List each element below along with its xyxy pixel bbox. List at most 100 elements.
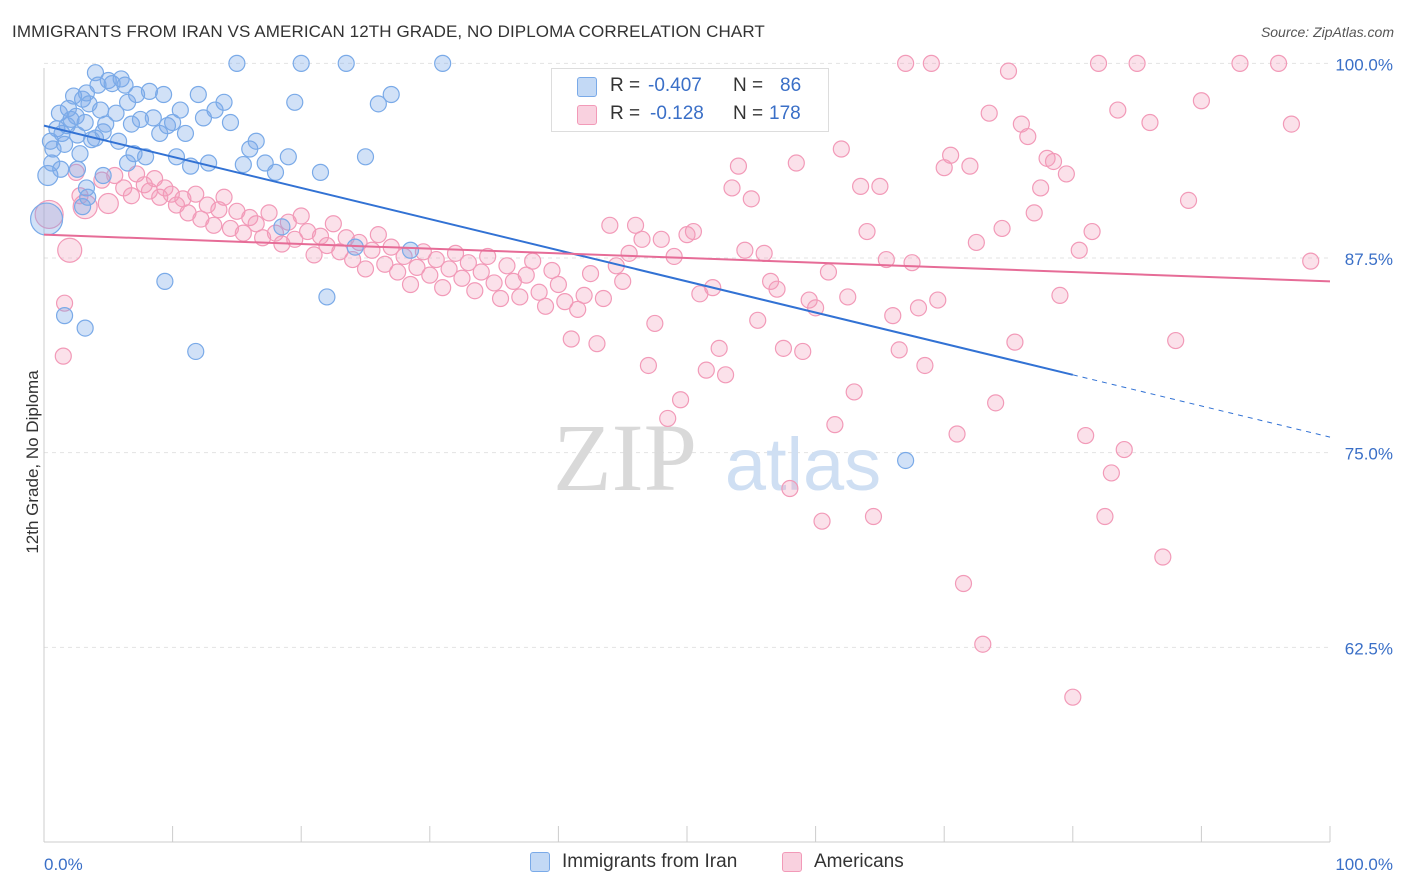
point-americans bbox=[363, 241, 381, 259]
point-immigrants-from-iran bbox=[273, 218, 291, 236]
point-immigrants-from-iran bbox=[64, 87, 83, 105]
point-americans bbox=[1019, 127, 1037, 146]
point-immigrants-from-iran bbox=[76, 319, 94, 337]
point-americans bbox=[890, 341, 908, 359]
point-americans bbox=[1167, 331, 1185, 350]
point-americans bbox=[987, 394, 1005, 412]
point-americans bbox=[1089, 54, 1108, 72]
point-americans bbox=[581, 264, 600, 283]
y-tick-label: 75.0% bbox=[1345, 445, 1393, 464]
stats-n-value-pink: 178 bbox=[769, 103, 801, 124]
point-americans bbox=[967, 233, 985, 252]
stats-n-value-blue: 86 bbox=[780, 75, 802, 96]
y-tick-label: 62.5% bbox=[1345, 639, 1393, 658]
point-americans bbox=[659, 409, 677, 428]
point-americans bbox=[1154, 548, 1172, 566]
point-americans bbox=[498, 257, 516, 275]
legend-label-pink: Americans bbox=[814, 851, 904, 872]
point-americans bbox=[1179, 191, 1198, 209]
stats-r-value-pink: -0.128 bbox=[650, 103, 704, 124]
point-americans bbox=[260, 204, 278, 222]
point-americans bbox=[729, 157, 748, 175]
point-americans bbox=[819, 263, 838, 281]
legend-item-americans[interactable]: Americans bbox=[782, 851, 904, 873]
point-americans bbox=[55, 294, 74, 312]
point-americans bbox=[845, 383, 863, 401]
point-americans bbox=[1006, 333, 1024, 351]
stats-r-label: R = bbox=[610, 103, 641, 124]
point-americans bbox=[723, 179, 741, 197]
point-americans bbox=[954, 574, 973, 593]
point-americans bbox=[517, 266, 535, 284]
watermark-atlas: atlas bbox=[725, 423, 881, 506]
x-tick-label-left: 0.0% bbox=[44, 855, 83, 874]
point-americans bbox=[1083, 222, 1101, 241]
point-americans bbox=[1128, 54, 1146, 72]
point-americans bbox=[575, 286, 593, 304]
trend-line-immigrants-from-iran bbox=[43, 124, 1074, 376]
point-americans bbox=[768, 280, 786, 298]
point-americans bbox=[556, 293, 574, 311]
point-immigrants-from-iran bbox=[221, 113, 240, 132]
point-americans bbox=[1282, 115, 1301, 133]
point-immigrants-from-iran bbox=[897, 451, 915, 470]
point-americans bbox=[1064, 688, 1082, 706]
point-immigrants-from-iran bbox=[164, 113, 182, 132]
point-americans bbox=[832, 140, 850, 158]
y-tick-label: 100.0% bbox=[1335, 55, 1393, 74]
point-americans bbox=[401, 275, 420, 294]
point-americans bbox=[241, 208, 259, 227]
trend-lines bbox=[43, 124, 1331, 438]
point-americans bbox=[266, 224, 285, 242]
point-americans bbox=[864, 507, 883, 526]
source-label: Source: ZipAtlas.com bbox=[1260, 24, 1394, 40]
point-immigrants-from-iran bbox=[136, 148, 155, 166]
trend-line-americans bbox=[43, 233, 1331, 283]
zipatlas-watermark: ZIP atlas bbox=[553, 404, 881, 511]
point-americans bbox=[961, 157, 979, 175]
point-americans bbox=[710, 339, 728, 357]
point-americans bbox=[1115, 440, 1133, 459]
point-immigrants-from-iran bbox=[228, 54, 246, 72]
point-americans bbox=[1109, 101, 1127, 119]
point-americans bbox=[922, 54, 940, 72]
point-immigrants-from-iran bbox=[234, 155, 252, 174]
point-americans bbox=[305, 246, 323, 264]
point-americans bbox=[562, 330, 580, 348]
point-americans bbox=[1096, 507, 1114, 526]
point-americans bbox=[999, 62, 1018, 80]
legend-item-immigrants-from-iran[interactable]: Immigrants from Iran bbox=[530, 851, 737, 873]
point-immigrants-from-iran bbox=[187, 342, 205, 361]
point-americans bbox=[826, 416, 844, 434]
point-americans bbox=[485, 274, 503, 292]
point-americans bbox=[459, 254, 477, 272]
point-americans bbox=[884, 307, 902, 325]
point-immigrants-from-iran bbox=[144, 109, 162, 127]
point-americans bbox=[614, 272, 632, 290]
y-tick-label: 87.5% bbox=[1345, 250, 1393, 269]
point-americans bbox=[909, 299, 928, 317]
point-immigrants-from-iran bbox=[73, 198, 92, 216]
point-immigrants-from-iran bbox=[131, 110, 150, 129]
point-americans bbox=[1231, 54, 1249, 72]
point-americans bbox=[215, 188, 233, 206]
point-immigrants-from-iran bbox=[68, 160, 87, 178]
point-americans bbox=[736, 241, 754, 259]
point-americans bbox=[247, 215, 265, 233]
point-americans bbox=[97, 192, 119, 215]
point-americans bbox=[466, 282, 484, 300]
point-immigrants-from-iran bbox=[71, 145, 89, 163]
point-immigrants-from-iran bbox=[43, 154, 61, 172]
legend-swatch-blue bbox=[530, 852, 550, 872]
point-americans bbox=[1102, 464, 1120, 482]
point-americans bbox=[639, 356, 658, 375]
point-americans bbox=[1070, 241, 1088, 259]
point-americans bbox=[72, 194, 98, 220]
point-americans bbox=[916, 356, 934, 375]
point-americans bbox=[1044, 152, 1063, 171]
series-americans bbox=[34, 54, 1320, 706]
point-americans bbox=[1025, 204, 1043, 222]
point-americans bbox=[787, 154, 805, 172]
point-americans bbox=[324, 215, 342, 233]
point-americans bbox=[54, 347, 72, 365]
